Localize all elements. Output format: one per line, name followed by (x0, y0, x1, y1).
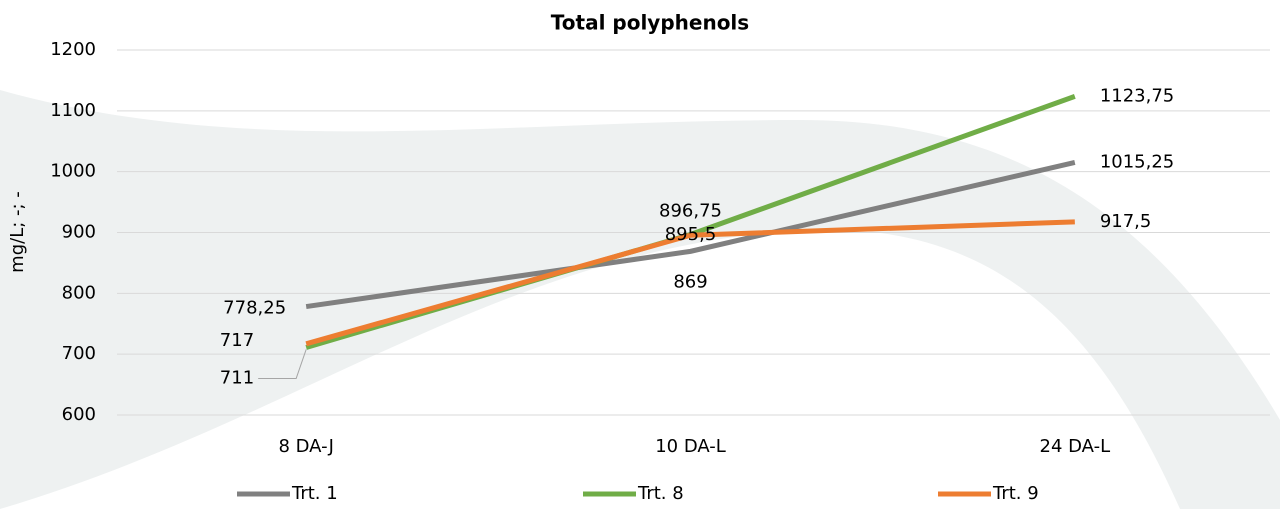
x-tick-label: 10 DA-L (655, 436, 726, 457)
chart-title: Total polyphenols (551, 11, 749, 35)
y-tick-label: 1200 (50, 39, 96, 60)
y-axis-label: mg/L; -; - (7, 191, 28, 273)
data-label: 1123,75 (1100, 85, 1174, 106)
x-tick-label: 24 DA-L (1040, 436, 1111, 457)
series-line (305, 219, 1075, 347)
y-tick-label: 1100 (50, 100, 96, 121)
leader-line (258, 349, 307, 379)
y-tick-label: 600 (62, 404, 96, 425)
data-label: 778,25 (223, 298, 286, 319)
background-swoosh (0, 90, 1280, 509)
y-tick-label: 800 (62, 282, 96, 303)
data-label: 711 (220, 367, 254, 388)
data-label: 917,5 (1100, 211, 1152, 232)
series-line (305, 159, 1076, 310)
data-label: 869 (673, 271, 707, 292)
data-label: 896,75 (659, 200, 722, 221)
y-tick-label: 900 (62, 222, 96, 243)
x-tick-label: 8 DA-J (278, 436, 333, 457)
legend-label: Trt. 9 (992, 483, 1039, 504)
data-label: 895,5 (665, 224, 717, 245)
legend-label: Trt. 8 (637, 483, 684, 504)
legend-label: Trt. 1 (291, 483, 338, 504)
data-label: 717 (220, 330, 254, 351)
data-label: 1015,25 (1100, 151, 1174, 172)
y-tick-label: 700 (62, 343, 96, 364)
y-tick-label: 1000 (50, 161, 96, 182)
